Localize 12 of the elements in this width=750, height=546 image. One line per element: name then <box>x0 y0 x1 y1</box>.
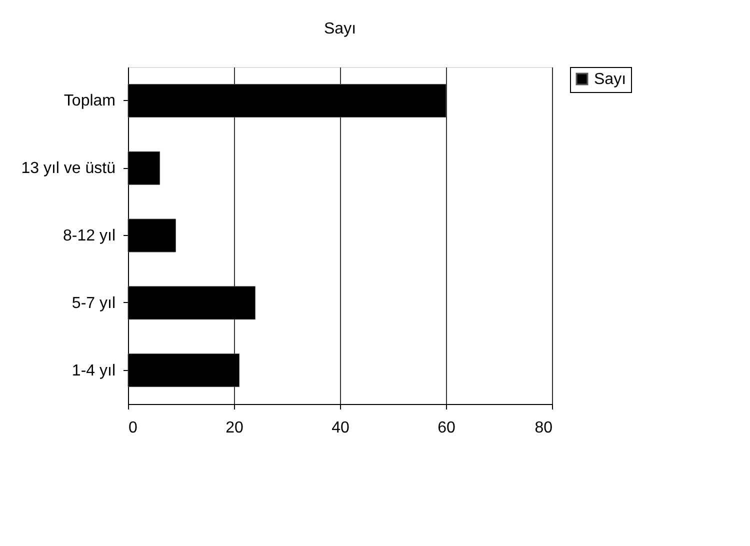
y-tick-label: 5-7 yıl <box>72 294 116 312</box>
x-tick-label: 20 <box>226 420 244 436</box>
y-tick-label: Toplam <box>64 92 116 110</box>
y-tick-label: 8-12 yıl <box>63 228 116 244</box>
chart-title: Sayı <box>324 20 356 38</box>
x-tick-label: 80 <box>534 420 553 436</box>
y-tick-label: 1-4 yıl <box>72 362 116 380</box>
x-tick-label: 0 <box>128 420 138 436</box>
x-tick-label: 40 <box>332 420 350 436</box>
legend-label: Sayı <box>594 71 626 88</box>
x-tick-label: 60 <box>438 420 456 436</box>
y-tick-label: 13 yıl ve üstü <box>21 160 116 178</box>
